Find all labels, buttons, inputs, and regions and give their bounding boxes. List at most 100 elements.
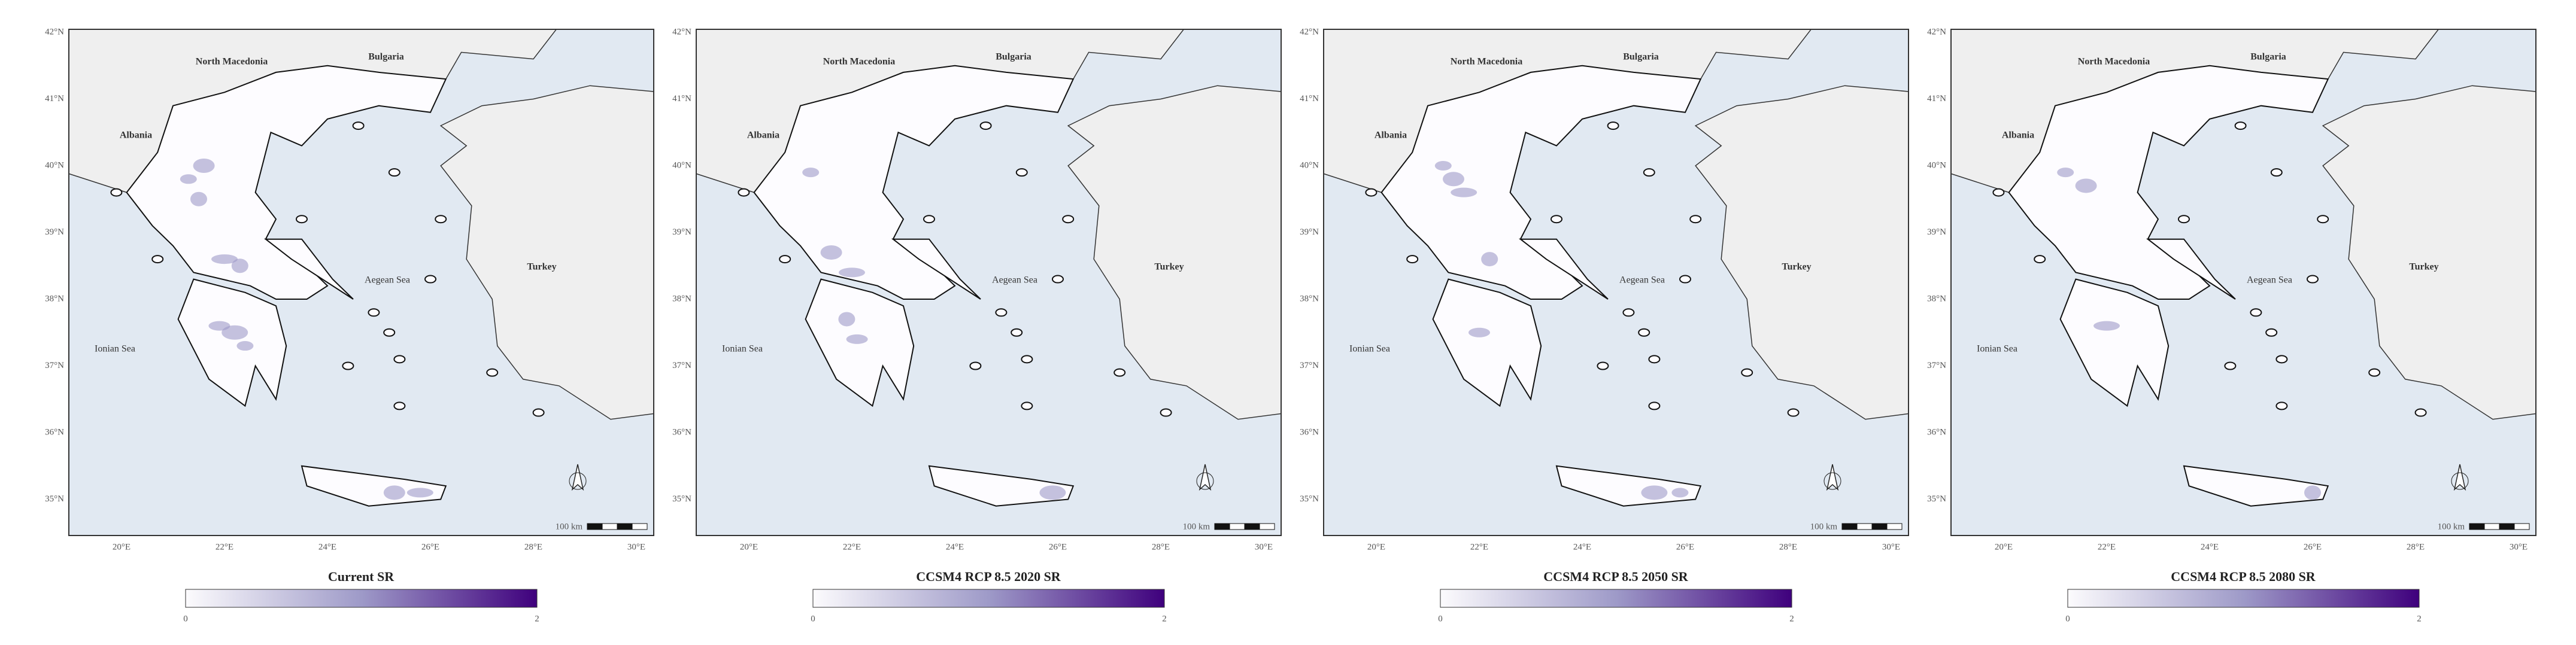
legend-title: CCSM4 RCP 8.5 2080 SR [2171, 569, 2316, 584]
sea-label: Ionian Sea [1349, 344, 1390, 354]
country-label: North Macedonia [823, 57, 895, 67]
sr-patch [2057, 168, 2074, 178]
legend-title: Current SR [328, 569, 395, 584]
sea-label: Ionian Sea [722, 344, 763, 354]
greece [1518, 238, 1609, 300]
island [296, 215, 308, 224]
lat-tick-label: 39°N [45, 227, 64, 237]
island [486, 368, 499, 377]
land-turkey [439, 85, 654, 420]
lat-tick-label: 39°N [1300, 227, 1319, 237]
scale-seg [587, 523, 603, 530]
greece [891, 238, 981, 300]
sea-label: Aegean Sea [365, 275, 410, 285]
map-panel: North Macedonia Bulgaria Albania Turkey Aege… [45, 27, 654, 623]
lat-tick-label: 42°N [1300, 27, 1319, 36]
country-label: North Macedonia [196, 57, 268, 67]
island [2034, 255, 2046, 264]
island [2317, 215, 2329, 224]
lat-tick-label: 36°N [1927, 427, 1946, 437]
scale-seg [602, 523, 618, 530]
sr-patch [838, 312, 855, 327]
map [1324, 29, 1909, 536]
scale-seg [617, 523, 633, 530]
greece [301, 465, 447, 507]
arrow [1826, 464, 1839, 491]
lat-tick-label: 38°N [1927, 294, 1946, 303]
lon-tick-label: 24°E [1573, 542, 1591, 552]
lat-tick-label: 42°N [672, 27, 691, 36]
lon-tick-label: 22°E [1470, 542, 1488, 552]
arrow [2453, 464, 2466, 491]
country-label: Turkey [1782, 262, 1811, 272]
island [1622, 308, 1635, 317]
island [1648, 401, 1661, 410]
lat-tick-label: 41°N [1927, 94, 1946, 104]
island [2368, 368, 2381, 377]
island [923, 215, 935, 224]
country-label: North Macedonia [1451, 57, 1522, 67]
island [2270, 168, 2283, 177]
lon-tick-label: 24°E [946, 542, 964, 552]
island [2275, 401, 2288, 410]
colorbar-max: 2 [1789, 614, 1794, 623]
island [110, 188, 123, 197]
island [2275, 355, 2288, 364]
island [2224, 361, 2237, 370]
lon-tick-label: 28°E [1152, 542, 1170, 552]
lat-tick-label: 36°N [45, 427, 64, 437]
island [2265, 328, 2278, 337]
lon-tick-label: 20°E [113, 542, 131, 552]
lon-tick-label: 22°E [2098, 542, 2116, 552]
lon-tick-label: 26°E [1049, 542, 1067, 552]
arrow-ring [1196, 472, 1214, 490]
island [342, 361, 354, 370]
land-turkey [2322, 85, 2536, 420]
island [969, 361, 982, 370]
map-panel: North Macedonia Bulgaria Albania Turkey Aege… [1300, 27, 1909, 623]
lat-tick-label: 42°N [45, 27, 64, 36]
scale-seg [1244, 523, 1260, 530]
lat-tick-label: 38°N [1300, 294, 1319, 303]
island [1648, 355, 1661, 364]
island [393, 355, 406, 364]
island [1689, 215, 1702, 224]
sr-patch [1451, 187, 1477, 197]
sea-label: Aegean Sea [2247, 275, 2292, 285]
lat-tick-label: 40°N [45, 160, 64, 170]
sr-patch [193, 159, 215, 173]
country-label: Bulgaria [1623, 52, 1659, 62]
sr-patch [2075, 178, 2097, 193]
lon-tick-label: 26°E [421, 542, 439, 552]
scale-label: 100 km [2438, 522, 2465, 531]
greece [2008, 65, 2329, 300]
sea-label: Ionian Sea [95, 344, 135, 354]
map-panel: North Macedonia Bulgaria Albania Turkey Aege… [1927, 27, 2536, 623]
sr-patch [1039, 485, 1066, 500]
sr-patch [2304, 485, 2321, 500]
island [1787, 408, 1800, 417]
colorbar [1440, 589, 1792, 608]
arrow [571, 464, 584, 491]
lat-tick-label: 35°N [672, 494, 691, 504]
country-label: Turkey [527, 262, 556, 272]
lat-tick-label: 40°N [1300, 160, 1319, 170]
country-label: Albania [1375, 130, 1407, 141]
greece [263, 238, 354, 300]
island [383, 328, 396, 337]
sr-patch [190, 191, 207, 206]
lat-tick-label: 36°N [672, 427, 691, 437]
map-frame [696, 29, 1282, 536]
country-label: North Macedonia [2078, 57, 2150, 67]
sr-patch [2093, 321, 2120, 331]
greece [1432, 278, 1542, 407]
island [2178, 215, 2190, 224]
lon-tick-label: 30°E [1882, 542, 1900, 552]
sr-patch [236, 341, 254, 351]
lon-tick-label: 24°E [2201, 542, 2219, 552]
greece [2059, 278, 2170, 407]
lon-tick-label: 28°E [2407, 542, 2425, 552]
scale-seg [1259, 523, 1275, 530]
country-label: Albania [2002, 130, 2034, 141]
